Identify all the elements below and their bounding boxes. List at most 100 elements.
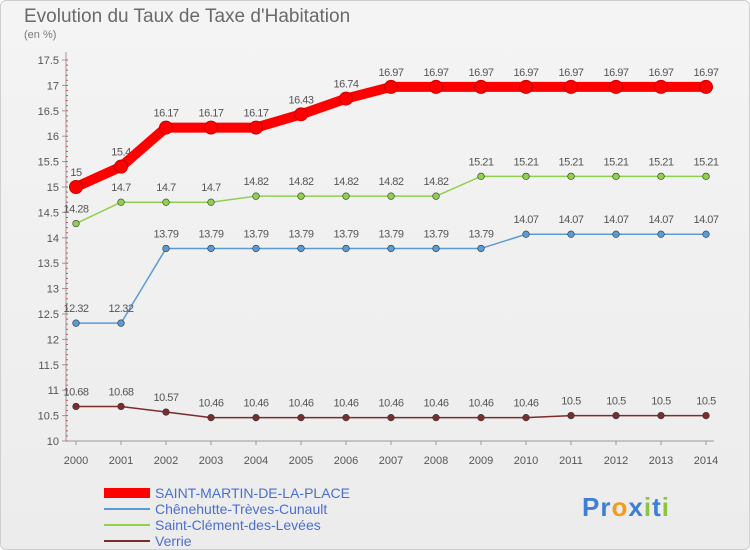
data-label: 15 (70, 167, 82, 179)
data-point (612, 230, 620, 238)
data-label: 13.79 (153, 228, 178, 240)
data-point (657, 230, 665, 238)
data-label: 13.79 (423, 228, 448, 240)
data-label: 14.82 (243, 176, 268, 188)
y-tick-label: 16 (47, 131, 59, 143)
data-label: 14.82 (333, 176, 358, 188)
data-point (117, 319, 125, 327)
x-tick-label: 2010 (514, 455, 538, 467)
data-point (342, 414, 350, 422)
data-label: 14.7 (156, 182, 176, 194)
legend-entry: Verrie (155, 533, 192, 549)
logo-letter: Pr (582, 492, 612, 522)
proxiti-logo: Proxiti (582, 492, 670, 523)
x-tick-label: 2009 (469, 455, 493, 467)
data-label: 16.97 (513, 67, 538, 79)
data-point (342, 244, 350, 253)
data-label: 12.32 (108, 303, 133, 315)
data-point (522, 230, 530, 238)
data-point (654, 79, 668, 94)
data-point (252, 244, 260, 253)
data-point (117, 198, 125, 206)
y-tick-label: 12 (47, 334, 59, 346)
data-label: 16.97 (558, 67, 583, 79)
data-label: 15.21 (468, 156, 493, 168)
data-point (387, 414, 395, 422)
data-label: 10.46 (243, 398, 268, 410)
data-point (432, 414, 440, 422)
y-tick-label: 12.5 (38, 309, 59, 321)
data-point (384, 79, 398, 94)
data-label: 12.32 (63, 303, 88, 315)
logo-letter: t (652, 492, 662, 522)
data-label: 13.79 (243, 228, 268, 240)
data-point (162, 198, 170, 206)
x-tick-label: 2014 (694, 455, 718, 467)
data-label: 14.7 (201, 182, 221, 194)
data-point (522, 414, 530, 422)
data-label: 14.07 (558, 214, 583, 226)
chart-subtitle: (en %) (24, 29, 57, 41)
data-label: 16.97 (423, 67, 448, 79)
data-label: 14.07 (513, 214, 538, 226)
data-point (702, 412, 710, 420)
y-tick-label: 11.5 (38, 360, 59, 372)
x-tick-label: 2011 (559, 455, 583, 467)
data-point (477, 244, 485, 253)
data-point (477, 414, 485, 422)
x-tick-label: 2007 (379, 455, 403, 467)
data-label: 16.74 (333, 79, 358, 91)
data-point (207, 414, 215, 422)
data-point (342, 192, 350, 200)
logo-letter: x (628, 492, 644, 522)
legend-entry: Saint-Clément-des-Levées (155, 517, 321, 533)
data-label: 16.97 (648, 67, 673, 79)
x-tick-label: 2005 (289, 455, 313, 467)
data-point (162, 408, 170, 416)
data-label: 10.46 (333, 398, 358, 410)
data-point (702, 230, 710, 238)
data-point (612, 412, 620, 420)
x-tick-label: 2000 (64, 455, 88, 467)
data-label: 10.46 (468, 398, 493, 410)
data-point (702, 172, 710, 180)
data-point (117, 402, 125, 411)
data-point (162, 244, 170, 253)
data-point (72, 219, 80, 228)
y-tick-label: 10 (47, 436, 59, 448)
chart-title: Evolution du Taux de Taxe d'Habitation (24, 6, 351, 27)
data-label: 14.82 (288, 176, 313, 188)
data-point (69, 180, 83, 194)
data-point (294, 107, 308, 122)
data-point (207, 198, 215, 206)
data-label: 14.82 (378, 176, 403, 188)
data-label: 10.68 (108, 386, 133, 398)
data-point (519, 79, 533, 94)
x-tick-label: 2002 (154, 455, 178, 467)
data-point (522, 172, 530, 180)
x-tick-label: 2003 (199, 455, 223, 467)
data-point (567, 172, 575, 180)
data-label: 15.21 (693, 156, 718, 168)
data-point (297, 244, 305, 253)
y-tick-label: 13 (47, 284, 59, 296)
data-point (657, 412, 665, 420)
data-label: 10.5 (561, 396, 581, 408)
data-label: 16.97 (378, 67, 403, 79)
data-point (72, 402, 80, 411)
data-label: 13.79 (378, 228, 403, 240)
data-label: 16.43 (288, 94, 313, 106)
data-point (207, 244, 215, 253)
data-point (249, 120, 263, 135)
data-label: 10.68 (63, 386, 88, 398)
data-point (297, 192, 305, 200)
data-point (564, 79, 578, 94)
data-point (609, 79, 623, 94)
data-label: 13.79 (288, 228, 313, 240)
data-label: 14.07 (603, 214, 628, 226)
data-point (657, 172, 665, 180)
y-tick-label: 15.5 (38, 157, 59, 169)
data-label: 10.46 (288, 398, 313, 410)
data-label: 16.17 (198, 108, 223, 120)
data-label: 10.46 (378, 398, 403, 410)
